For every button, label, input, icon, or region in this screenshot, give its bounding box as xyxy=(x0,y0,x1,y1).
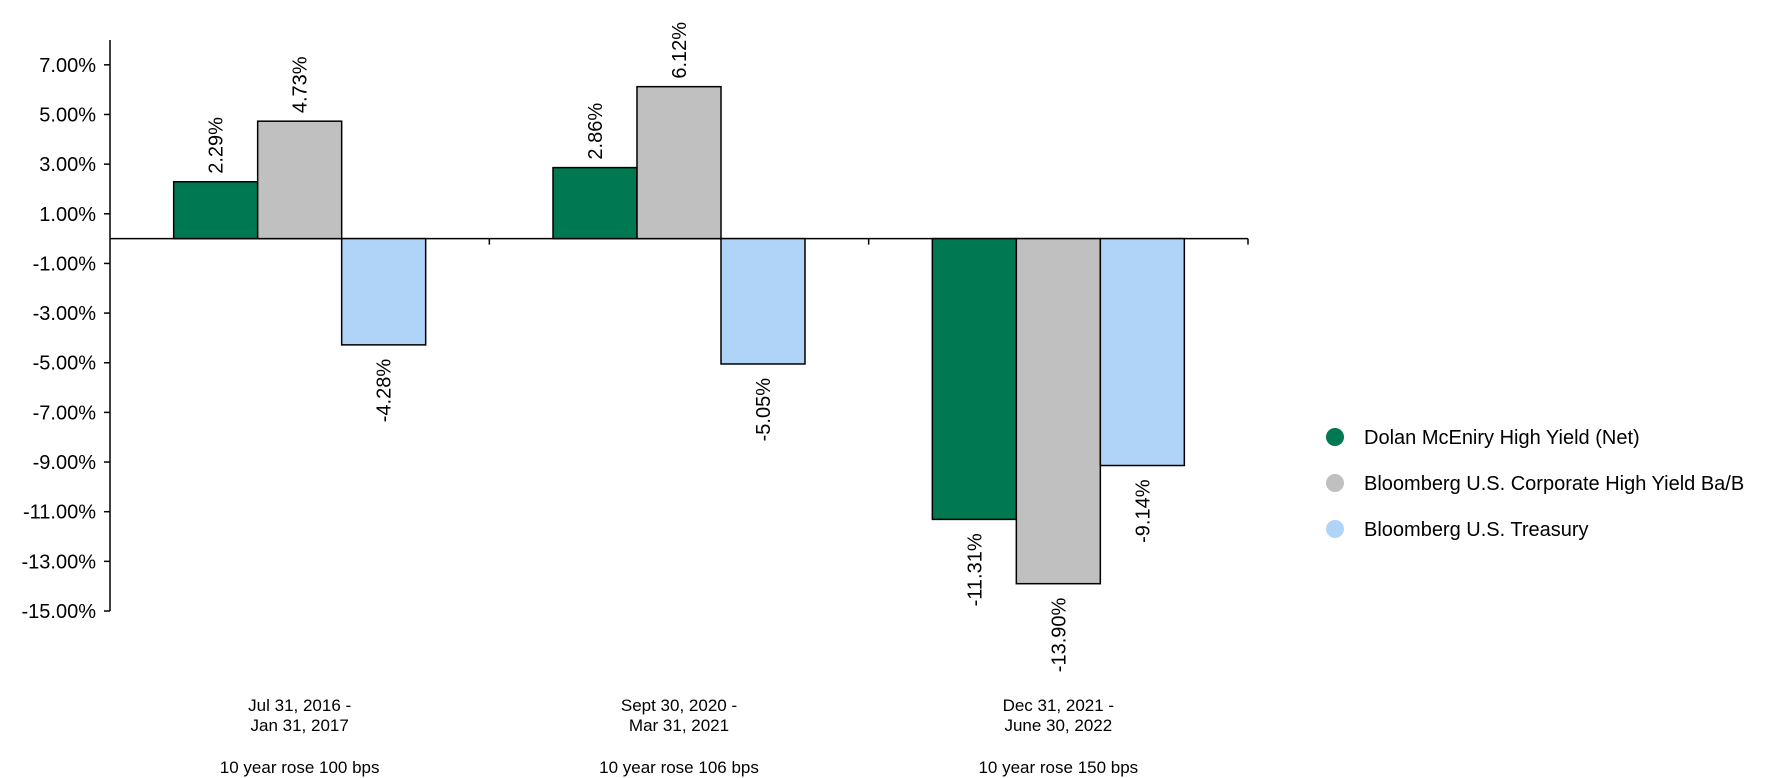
bar xyxy=(552,166,638,240)
bar xyxy=(1099,237,1186,467)
x-category-label: Mar 31, 2021 xyxy=(629,716,729,735)
y-tick-label: -9.00% xyxy=(33,452,97,474)
y-tick-label: -7.00% xyxy=(33,402,97,424)
x-category-label: June 30, 2022 xyxy=(1004,716,1112,735)
bar xyxy=(256,120,343,240)
bar-value-label: 2.29% xyxy=(206,117,228,174)
y-tick-label: -11.00% xyxy=(23,502,96,524)
y-tick-label: 1.00% xyxy=(39,204,96,226)
y-tick-label: -13.00% xyxy=(22,551,97,573)
legend-marker xyxy=(1326,474,1344,492)
bar xyxy=(636,85,722,240)
x-category-note: 10 year rose 150 bps xyxy=(978,758,1138,777)
y-tick-label: -1.00% xyxy=(33,253,97,275)
x-category-label: Jul 31, 2016 - xyxy=(248,696,351,715)
bar xyxy=(340,237,427,346)
bar-value-label: -11.31% xyxy=(964,533,986,606)
bar xyxy=(1015,237,1102,585)
x-category-label: Jan 31, 2017 xyxy=(251,716,349,735)
bar-value-label: 2.86% xyxy=(585,103,607,160)
bar-value-label: -13.90% xyxy=(1048,597,1070,672)
legend-label: Bloomberg U.S. Treasury xyxy=(1364,519,1589,541)
y-tick-label: 7.00% xyxy=(39,55,96,77)
bar-value-label: 4.73% xyxy=(290,56,312,113)
bar-value-label: -4.28% xyxy=(374,359,396,423)
legend-marker xyxy=(1326,428,1344,446)
bar xyxy=(931,237,1018,521)
bar xyxy=(172,181,259,240)
y-tick-label: -15.00% xyxy=(22,601,97,623)
legend-marker xyxy=(1326,520,1344,538)
y-tick-label: 3.00% xyxy=(39,154,96,176)
bar-value-label: 6.12% xyxy=(669,22,691,79)
legend-label: Bloomberg U.S. Corporate High Yield Ba/B xyxy=(1364,473,1744,495)
x-category-note: 10 year rose 100 bps xyxy=(220,758,380,777)
y-tick-label: 5.00% xyxy=(39,104,96,126)
bar-value-label: -5.05% xyxy=(753,378,775,442)
y-tick-label: -5.00% xyxy=(33,353,97,375)
bar-value-label: -9.14% xyxy=(1132,479,1154,543)
legend-label: Dolan McEniry High Yield (Net) xyxy=(1364,427,1640,449)
bar xyxy=(720,237,806,365)
x-category-note: 10 year rose 106 bps xyxy=(599,758,759,777)
x-category-label: Sept 30, 2020 - xyxy=(621,696,737,715)
x-category-label: Dec 31, 2021 - xyxy=(1003,696,1115,715)
y-tick-label: -3.00% xyxy=(33,303,97,325)
